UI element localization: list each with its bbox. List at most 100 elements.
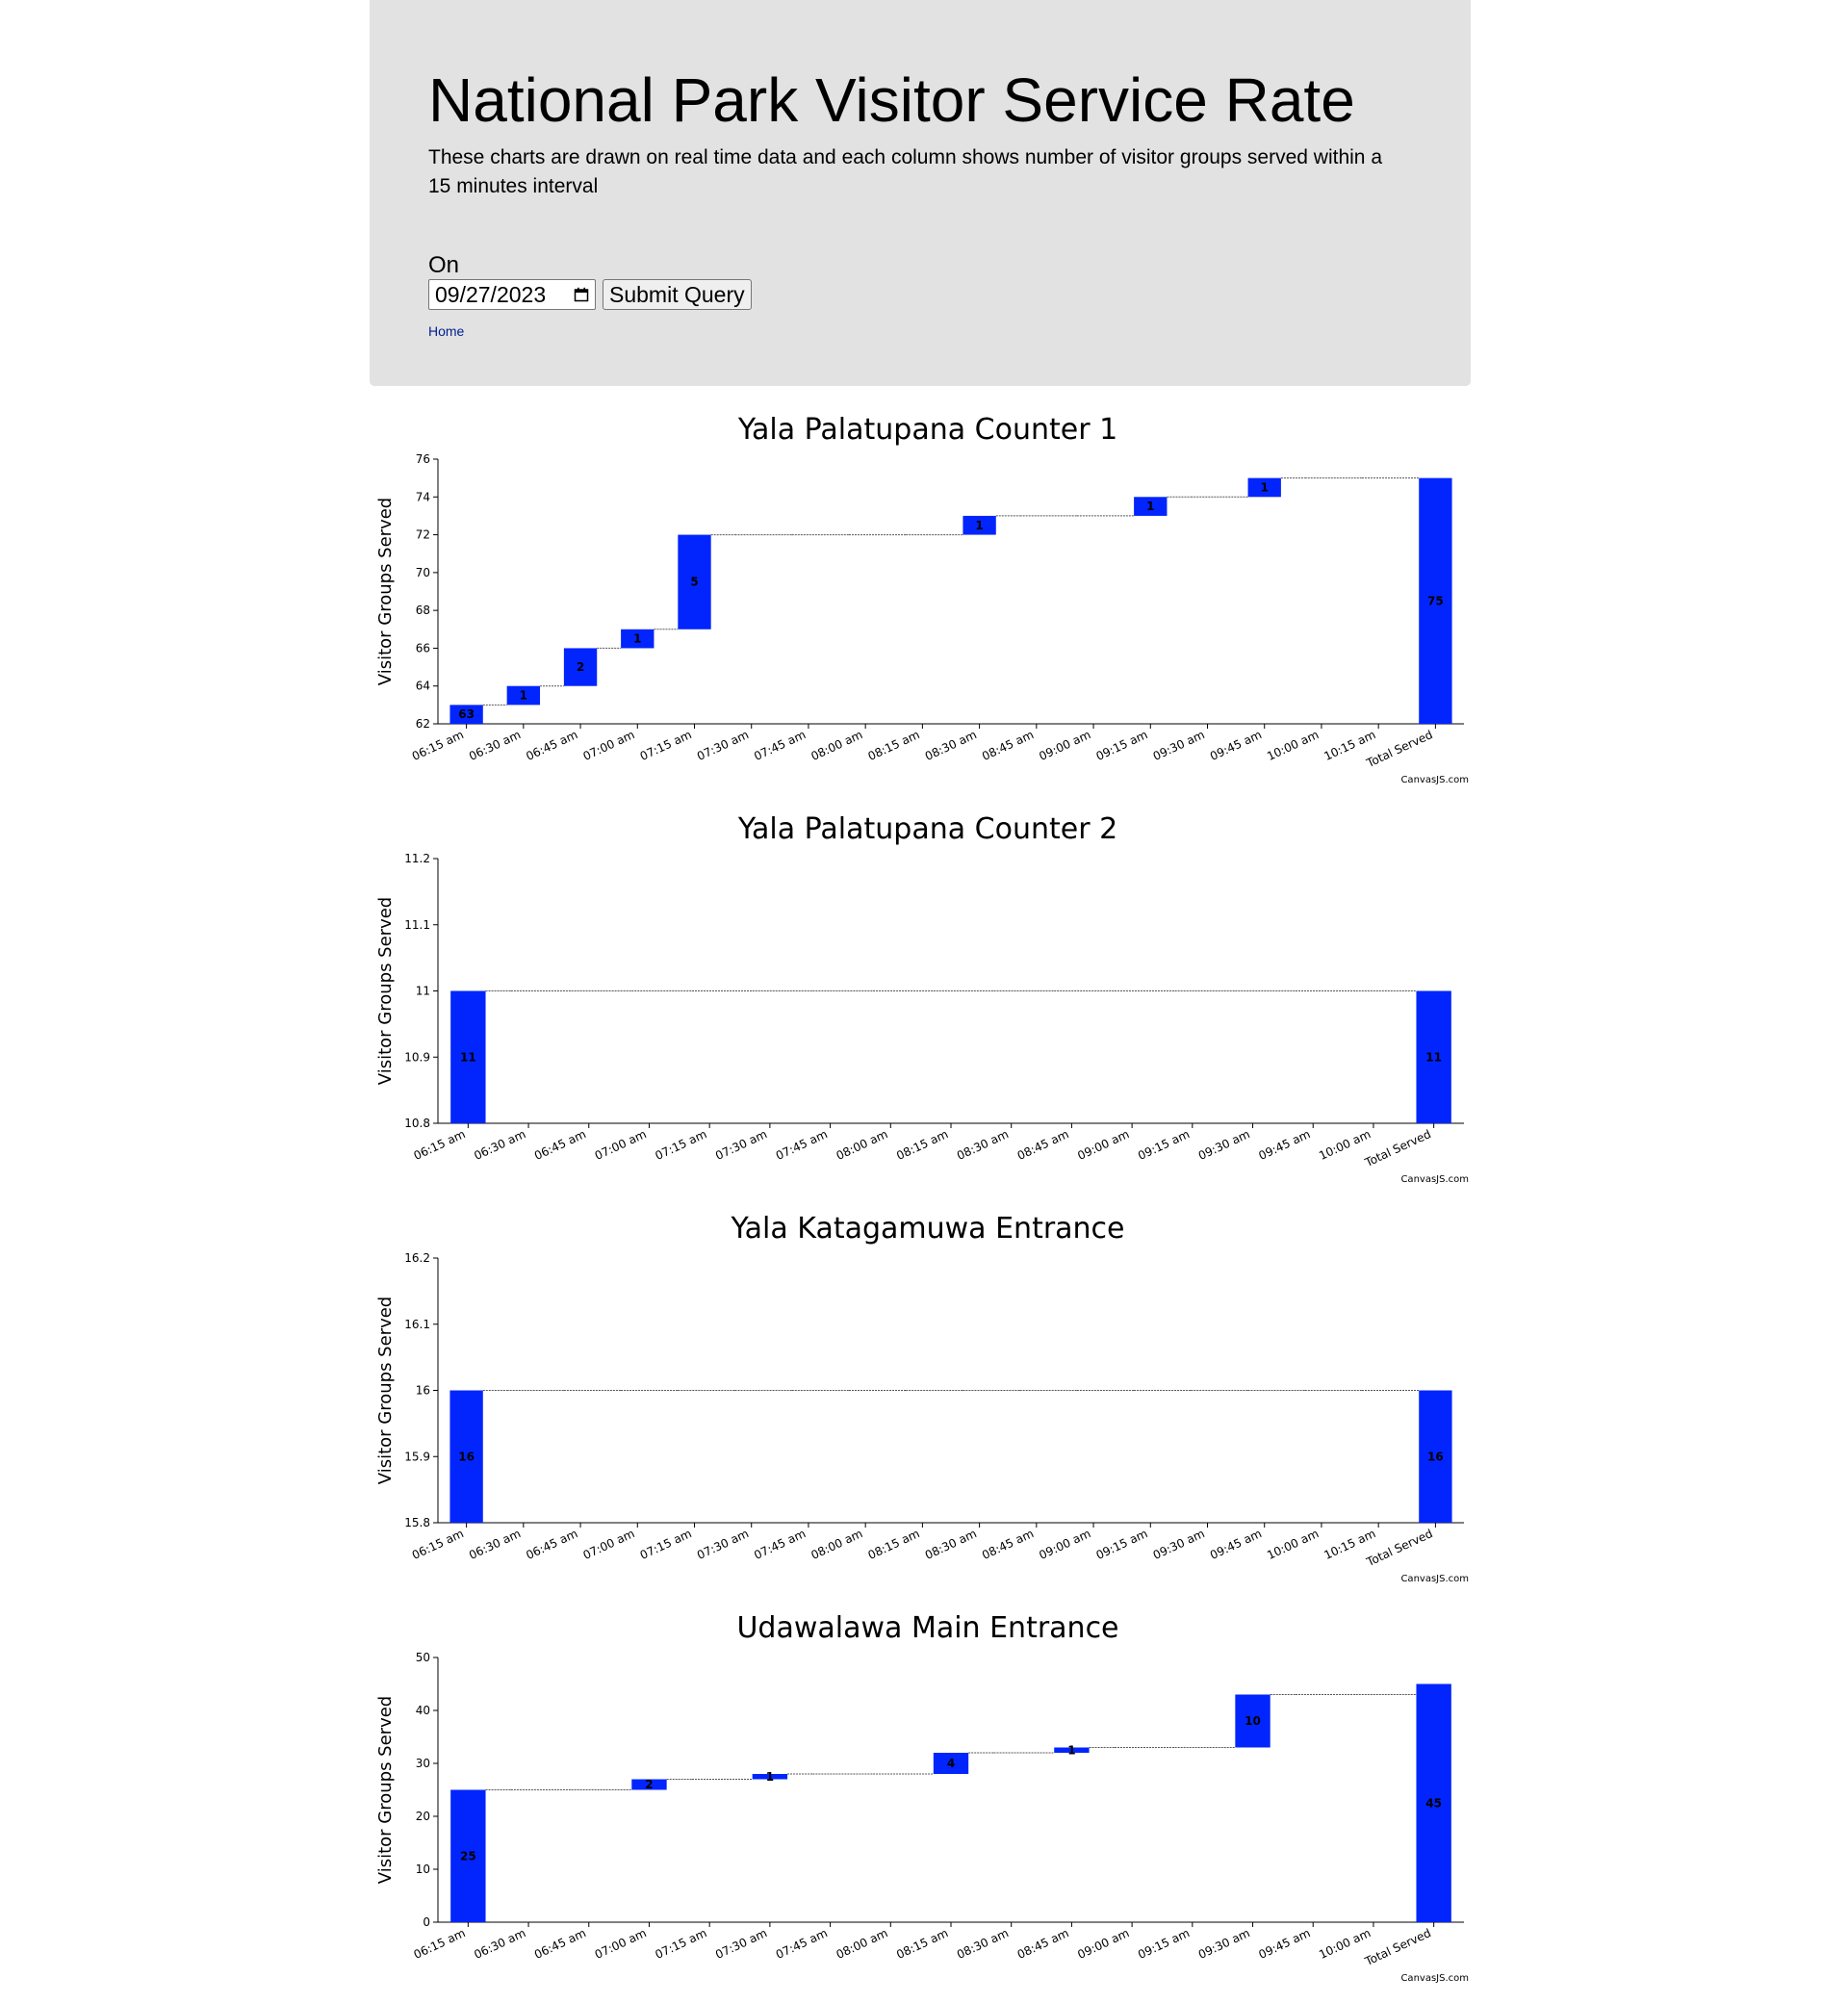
bar-value-label: 45 bbox=[1425, 1796, 1442, 1810]
x-tick-label: 08:45 am bbox=[980, 1527, 1036, 1562]
y-axis-label: Visitor Groups Served bbox=[375, 897, 396, 1085]
y-tick-label: 11 bbox=[416, 985, 430, 998]
bar-value-label: 1 bbox=[975, 519, 983, 532]
x-tick-label: Total Served bbox=[1362, 1926, 1433, 1968]
x-tick-label: 06:15 am bbox=[410, 1527, 466, 1562]
x-tick-label: 09:30 am bbox=[1196, 1926, 1252, 1962]
waterfall-bar bbox=[1134, 497, 1168, 516]
y-tick-label: 11.1 bbox=[404, 918, 430, 932]
date-input[interactable]: 09/27/2023 bbox=[428, 279, 596, 310]
x-tick-label: 09:30 am bbox=[1151, 728, 1207, 763]
x-tick-label: 09:15 am bbox=[1136, 1926, 1192, 1962]
y-axis-label: Visitor Groups Served bbox=[375, 1696, 396, 1884]
x-tick-label: 06:45 am bbox=[524, 728, 579, 763]
x-tick-label: 06:30 am bbox=[472, 1926, 527, 1962]
waterfall-bar bbox=[449, 1390, 483, 1523]
submit-query-button[interactable]: Submit Query bbox=[603, 279, 752, 310]
y-tick-label: 40 bbox=[416, 1704, 430, 1717]
x-tick-label: 06:45 am bbox=[532, 1926, 588, 1962]
y-tick-label: 11.2 bbox=[404, 852, 430, 865]
y-tick-label: 70 bbox=[416, 566, 430, 579]
bar-value-label: 1 bbox=[1146, 500, 1154, 513]
bar-value-label: 25 bbox=[460, 1849, 476, 1863]
y-tick-label: 16 bbox=[416, 1384, 430, 1398]
x-tick-label: 09:00 am bbox=[1037, 1527, 1092, 1562]
bar-value-label: 2 bbox=[645, 1778, 653, 1791]
bar-value-label: 1 bbox=[1067, 1743, 1075, 1757]
y-tick-label: 62 bbox=[416, 717, 430, 731]
x-tick-label: 07:00 am bbox=[593, 1926, 649, 1962]
waterfall-bar bbox=[1419, 477, 1452, 724]
x-tick-label: 06:45 am bbox=[524, 1527, 579, 1562]
waterfall-bar bbox=[449, 705, 483, 724]
y-tick-label: 66 bbox=[416, 641, 430, 655]
y-tick-label: 72 bbox=[416, 528, 430, 542]
waterfall-bar bbox=[1416, 990, 1451, 1123]
bar-value-label: 4 bbox=[947, 1757, 955, 1770]
y-tick-label: 16.1 bbox=[404, 1318, 430, 1331]
x-tick-label: 07:45 am bbox=[752, 728, 808, 763]
x-tick-label: 07:30 am bbox=[695, 728, 751, 763]
waterfall-bar bbox=[621, 629, 654, 649]
x-tick-label: 08:45 am bbox=[1015, 1926, 1071, 1962]
bar-value-label: 5 bbox=[690, 576, 698, 589]
bar-value-label: 1 bbox=[520, 689, 527, 703]
chart-svg: Yala Palatupana Counter 2 Visitor Groups … bbox=[375, 812, 1469, 1185]
x-tick-label: 10:00 am bbox=[1265, 728, 1321, 763]
x-tick-label: 07:15 am bbox=[653, 1926, 708, 1962]
x-tick-label: 07:15 am bbox=[638, 728, 694, 763]
x-tick-label: Total Served bbox=[1362, 1127, 1433, 1169]
bar-value-label: 1 bbox=[633, 632, 641, 646]
chart-counter-1: Yala Palatupana Counter 1 Visitor Groups … bbox=[370, 409, 1471, 806]
y-tick-label: 74 bbox=[416, 490, 430, 503]
date-label: On bbox=[428, 252, 460, 278]
y-tick-label: 64 bbox=[416, 680, 430, 693]
x-tick-label: 07:15 am bbox=[653, 1127, 708, 1163]
y-tick-label: 16.2 bbox=[404, 1251, 430, 1265]
x-tick-label: 09:45 am bbox=[1208, 1527, 1264, 1562]
canvasjs-credit: CanvasJS.com bbox=[1400, 775, 1469, 785]
chart-title: Yala Palatupana Counter 2 bbox=[737, 812, 1117, 846]
waterfall-bar bbox=[1054, 1747, 1090, 1753]
y-tick-label: 68 bbox=[416, 604, 430, 617]
calendar-icon[interactable] bbox=[574, 287, 589, 302]
x-tick-label: 10:00 am bbox=[1265, 1527, 1321, 1562]
y-tick-label: 10 bbox=[416, 1863, 430, 1876]
x-tick-label: 08:30 am bbox=[923, 728, 979, 763]
canvasjs-credit: CanvasJS.com bbox=[1400, 1174, 1469, 1185]
x-tick-label: 09:00 am bbox=[1075, 1926, 1131, 1962]
x-tick-label: 09:45 am bbox=[1257, 1926, 1313, 1962]
x-tick-label: 09:15 am bbox=[1094, 728, 1150, 763]
waterfall-bar bbox=[506, 685, 541, 706]
bar-value-label: 11 bbox=[1425, 1050, 1442, 1064]
chart-title: Yala Palatupana Counter 1 bbox=[737, 413, 1117, 447]
waterfall-bar bbox=[678, 534, 711, 629]
y-tick-label: 50 bbox=[416, 1651, 430, 1664]
x-tick-label: 08:15 am bbox=[894, 1127, 950, 1163]
x-tick-label: 09:00 am bbox=[1075, 1127, 1131, 1163]
x-tick-label: 08:00 am bbox=[834, 1127, 890, 1163]
x-tick-label: 09:45 am bbox=[1257, 1127, 1313, 1163]
chart-udawalawa: Udawalawa Main Entrance Visitor Groups Se… bbox=[370, 1607, 1471, 2004]
x-tick-label: 08:45 am bbox=[980, 728, 1036, 763]
waterfall-bar bbox=[1419, 1390, 1452, 1523]
bar-value-label: 63 bbox=[458, 707, 475, 721]
x-tick-label: 09:30 am bbox=[1196, 1127, 1252, 1163]
y-tick-label: 15.8 bbox=[404, 1516, 430, 1529]
x-tick-label: 07:00 am bbox=[581, 1527, 637, 1562]
home-link[interactable]: Home bbox=[428, 323, 465, 339]
bar-value-label: 1 bbox=[1261, 480, 1269, 494]
x-tick-label: 08:15 am bbox=[866, 728, 922, 763]
x-tick-label: 07:15 am bbox=[638, 1527, 694, 1562]
chart-title: Yala Katagamuwa Entrance bbox=[730, 1212, 1124, 1246]
bar-value-label: 2 bbox=[577, 660, 584, 674]
x-tick-label: 06:15 am bbox=[412, 1127, 468, 1163]
waterfall-bar bbox=[1235, 1694, 1270, 1748]
page-description: These charts are drawn on real time data… bbox=[428, 146, 1382, 197]
y-axis-label: Visitor Groups Served bbox=[375, 498, 396, 685]
chart-katagamuwa: Yala Katagamuwa Entrance Visitor Groups S… bbox=[370, 1208, 1471, 1605]
y-tick-label: 10.8 bbox=[404, 1117, 430, 1130]
x-tick-label: 07:00 am bbox=[581, 728, 637, 763]
waterfall-bar bbox=[1247, 477, 1281, 498]
waterfall-bar bbox=[450, 990, 486, 1123]
